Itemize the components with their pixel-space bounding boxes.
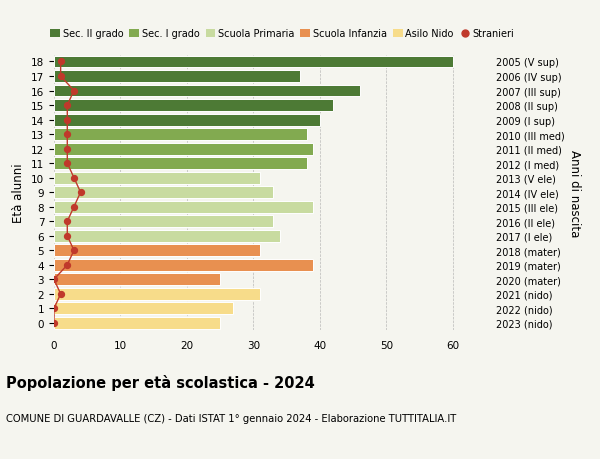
Y-axis label: Anni di nascita: Anni di nascita <box>568 149 581 236</box>
Bar <box>54 129 307 141</box>
Point <box>62 146 72 153</box>
Bar <box>54 56 453 68</box>
Bar <box>54 230 280 242</box>
Bar <box>54 187 274 199</box>
Bar <box>54 143 313 155</box>
Point <box>62 117 72 124</box>
Point <box>69 247 79 254</box>
Point <box>56 73 65 80</box>
Bar <box>54 114 320 126</box>
Bar <box>54 303 233 315</box>
Bar <box>54 216 274 228</box>
Point <box>76 189 85 196</box>
Legend: Sec. II grado, Sec. I grado, Scuola Primaria, Scuola Infanzia, Asilo Nido, Stran: Sec. II grado, Sec. I grado, Scuola Prim… <box>50 29 514 39</box>
Text: Popolazione per età scolastica - 2024: Popolazione per età scolastica - 2024 <box>6 374 315 390</box>
Point <box>69 204 79 211</box>
Point <box>56 59 65 66</box>
Bar <box>54 245 260 257</box>
Point <box>56 291 65 298</box>
Point <box>62 102 72 110</box>
Point <box>62 131 72 139</box>
Bar <box>54 288 260 300</box>
Point <box>62 233 72 240</box>
Point <box>62 262 72 269</box>
Y-axis label: Età alunni: Età alunni <box>13 163 25 223</box>
Bar <box>54 85 360 97</box>
Point <box>69 174 79 182</box>
Point <box>49 305 59 313</box>
Bar <box>54 172 260 184</box>
Text: COMUNE DI GUARDAVALLE (CZ) - Dati ISTAT 1° gennaio 2024 - Elaborazione TUTTITALI: COMUNE DI GUARDAVALLE (CZ) - Dati ISTAT … <box>6 413 456 423</box>
Bar <box>54 71 300 83</box>
Point <box>62 160 72 168</box>
Point <box>49 276 59 283</box>
Bar <box>54 259 313 271</box>
Point <box>62 218 72 225</box>
Bar <box>54 274 220 285</box>
Point <box>49 319 59 327</box>
Bar <box>54 202 313 213</box>
Point <box>69 88 79 95</box>
Bar <box>54 100 333 112</box>
Bar <box>54 317 220 329</box>
Bar <box>54 158 307 170</box>
